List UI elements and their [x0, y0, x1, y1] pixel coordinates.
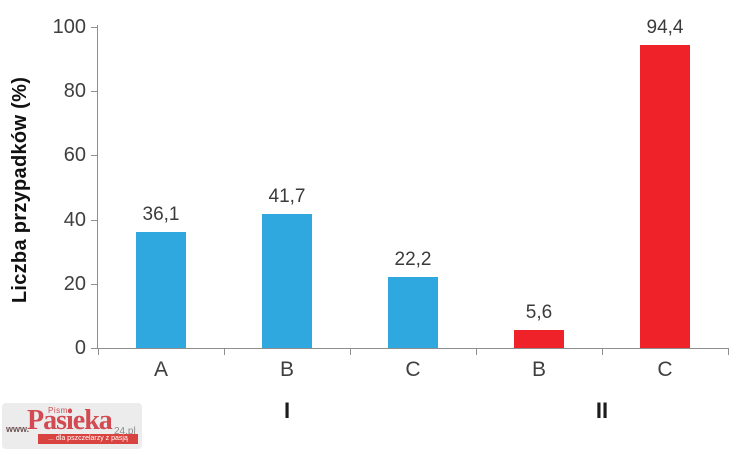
y-tick-label: 100 [52, 16, 86, 38]
y-tick-mark [91, 219, 98, 221]
y-tick-label: 20 [63, 272, 86, 295]
y-tick-mark [91, 348, 98, 349]
group-label-I: I [283, 398, 291, 423]
logo-domain-suffix: 24.pl [114, 426, 136, 437]
logo-brand-name: Pasieka [27, 405, 113, 436]
bar-b-II [514, 330, 564, 348]
y-tick-label: 80 [63, 80, 86, 103]
bar-value-label: 36,1 [142, 204, 180, 226]
x-axis-line [91, 348, 728, 349]
y-tick-mark [91, 27, 98, 28]
y-tick-label: 0 [74, 337, 86, 359]
y-tick-label: 60 [63, 144, 86, 167]
logo-pismo-text: Pismo [48, 406, 73, 415]
x-category-label: B [531, 358, 546, 381]
y-tick-label: 40 [63, 208, 86, 231]
group-label-II: II [595, 398, 609, 423]
logo-tagline: ... dla pszczelarzy z pasją [38, 434, 138, 444]
x-category-label: C [405, 358, 421, 381]
bar-value-label: 94,4 [646, 16, 684, 38]
x-category-label: B [279, 358, 294, 381]
bar-a-I [136, 232, 186, 348]
bar-value-label: 22,2 [394, 248, 432, 270]
x-tick-mark [224, 348, 225, 355]
pasieka-watermark-logo: Pismo Pasieka www. 24.pl ... dla pszczel… [2, 403, 142, 449]
y-tick-mark [91, 91, 98, 93]
y-axis-title: Liczba przypadków (%) [9, 76, 31, 304]
x-category-label: A [153, 358, 168, 381]
x-tick-mark [350, 348, 351, 355]
bar-c-I [388, 276, 438, 348]
logo-www-prefix: www. [6, 424, 30, 434]
y-axis-line [97, 25, 98, 348]
bar-value-label: 41,7 [268, 186, 306, 208]
x-category-label: C [657, 358, 673, 381]
x-tick-mark [602, 348, 603, 355]
y-tick-mark [91, 283, 98, 285]
bar-c-II [640, 44, 690, 348]
x-tick-mark [728, 348, 729, 355]
bar-b-I [262, 214, 312, 348]
x-tick-mark [476, 348, 477, 355]
bar-value-label: 5,6 [525, 302, 553, 324]
y-tick-mark [91, 155, 98, 157]
x-tick-mark [98, 348, 99, 355]
